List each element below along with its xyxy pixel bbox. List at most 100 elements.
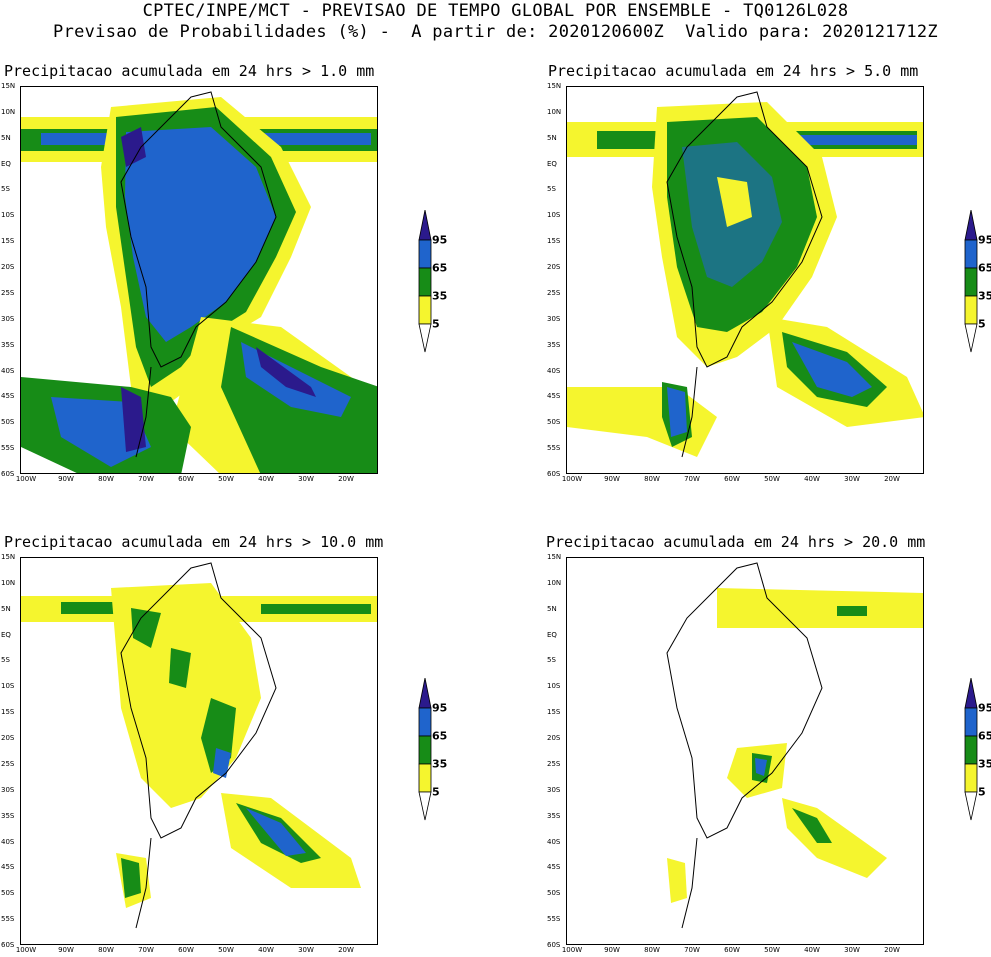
lon-tick-label: 60W bbox=[178, 946, 194, 954]
legend-level-label: 95 bbox=[432, 701, 448, 715]
lat-tick-label: 5N bbox=[1, 604, 11, 613]
lon-tick-label: 30W bbox=[844, 946, 860, 954]
lat-tick-label: 5S bbox=[1, 185, 10, 194]
lon-tick-label: 40W bbox=[804, 475, 820, 483]
lon-tick-label: 70W bbox=[138, 946, 154, 954]
legend-level-label: 95 bbox=[978, 701, 991, 715]
panel-4-title: Precipitacao acumulada em 24 hrs > 20.0 … bbox=[546, 533, 926, 551]
lon-tick-label: 80W bbox=[644, 475, 660, 483]
lon-tick-label: 40W bbox=[258, 475, 274, 483]
lon-tick-label: 50W bbox=[218, 475, 234, 483]
legend-level-label: 5 bbox=[978, 317, 986, 331]
lat-tick-label: 10S bbox=[1, 682, 15, 691]
lat-tick-label: 5S bbox=[1, 656, 10, 665]
lat-tick-label: 60S bbox=[1, 941, 15, 949]
lat-tick-label: 25S bbox=[547, 759, 561, 768]
legend-level-label: 5 bbox=[978, 785, 986, 799]
lat-tick-label: 15N bbox=[547, 82, 562, 90]
lon-tick-label: 80W bbox=[644, 946, 660, 954]
lat-tick-label: 45S bbox=[1, 863, 15, 872]
lon-tick-label: 90W bbox=[58, 475, 74, 483]
lon-tick-label: 60W bbox=[724, 475, 740, 483]
lat-tick-label: 25S bbox=[1, 288, 15, 297]
lon-tick-label: 30W bbox=[298, 946, 314, 954]
lon-tick-label: 90W bbox=[604, 946, 620, 954]
lon-tick-label: 60W bbox=[178, 475, 194, 483]
lat-tick-label: 50S bbox=[547, 889, 561, 898]
lat-tick-label: 50S bbox=[547, 418, 561, 427]
panel-1-title: Precipitacao acumulada em 24 hrs > 1.0 m… bbox=[4, 62, 375, 80]
legend-level-label: 35 bbox=[978, 289, 991, 303]
panel-4-map bbox=[566, 557, 924, 945]
legend-2: 95 65 35 5 bbox=[964, 210, 991, 360]
lat-tick-label: 15N bbox=[1, 553, 16, 561]
lon-tick-label: 100W bbox=[561, 946, 583, 954]
legend-3: 95 65 35 5 bbox=[418, 678, 478, 828]
lat-tick-label: 50S bbox=[1, 889, 15, 898]
lat-tick-label: 20S bbox=[1, 263, 15, 272]
lat-tick-label: 40S bbox=[547, 366, 561, 375]
lat-tick-label: EQ bbox=[547, 630, 557, 639]
lat-tick-label: 30S bbox=[1, 314, 15, 323]
lon-tick-label: 90W bbox=[604, 475, 620, 483]
lon-tick-label: 30W bbox=[298, 475, 314, 483]
lat-tick-label: 10S bbox=[547, 682, 561, 691]
lat-tick-label: 35S bbox=[547, 340, 561, 349]
lat-tick-label: 25S bbox=[1, 759, 15, 768]
lat-tick-label: 50S bbox=[1, 418, 15, 427]
lat-tick-label: 5N bbox=[547, 604, 557, 613]
legend-level-label: 5 bbox=[432, 317, 440, 331]
lat-tick-label: 55S bbox=[1, 915, 15, 924]
lat-tick-label: 35S bbox=[1, 811, 15, 820]
chart-title-line-1: CPTEC/INPE/MCT - PREVISAO DE TEMPO GLOBA… bbox=[142, 1, 849, 21]
legend-4: 95 65 35 5 bbox=[964, 678, 991, 828]
legend-level-label: 5 bbox=[432, 785, 440, 799]
lon-tick-label: 100W bbox=[561, 475, 583, 483]
legend-level-label: 65 bbox=[978, 729, 991, 743]
lon-tick-label: 20W bbox=[338, 475, 354, 483]
lon-tick-label: 70W bbox=[684, 475, 700, 483]
lat-tick-label: 5S bbox=[547, 656, 556, 665]
lat-tick-label: 55S bbox=[547, 444, 561, 453]
lat-tick-label: 60S bbox=[1, 470, 15, 478]
lat-tick-label: 5N bbox=[547, 133, 557, 142]
lat-tick-label: 60S bbox=[547, 941, 561, 949]
panel-1-map bbox=[20, 86, 378, 474]
lat-tick-label: 30S bbox=[1, 785, 15, 794]
lon-tick-label: 50W bbox=[764, 946, 780, 954]
legend-1: 95 65 35 5 bbox=[418, 210, 478, 360]
legend-level-label: 95 bbox=[978, 233, 991, 247]
lat-tick-label: 5S bbox=[547, 185, 556, 194]
lat-tick-label: EQ bbox=[1, 630, 11, 639]
lat-tick-label: 10N bbox=[547, 578, 562, 587]
lon-tick-label: 40W bbox=[258, 946, 274, 954]
legend-level-label: 65 bbox=[432, 729, 448, 743]
legend-level-label: 65 bbox=[978, 261, 991, 275]
lat-tick-label: 40S bbox=[1, 837, 15, 846]
lon-tick-label: 60W bbox=[724, 946, 740, 954]
lon-tick-label: 80W bbox=[98, 946, 114, 954]
lat-tick-label: 10N bbox=[1, 107, 16, 116]
lat-tick-label: 60S bbox=[547, 470, 561, 478]
lat-tick-label: 10S bbox=[547, 211, 561, 220]
lon-tick-label: 70W bbox=[684, 946, 700, 954]
lon-tick-label: 30W bbox=[844, 475, 860, 483]
legend-level-label: 35 bbox=[432, 757, 448, 771]
lon-tick-label: 20W bbox=[338, 946, 354, 954]
lat-tick-label: 45S bbox=[547, 392, 561, 401]
lat-tick-label: 15S bbox=[547, 237, 561, 246]
lat-tick-label: 30S bbox=[547, 314, 561, 323]
lat-tick-label: 20S bbox=[1, 734, 15, 743]
panel-2-title: Precipitacao acumulada em 24 hrs > 5.0 m… bbox=[548, 62, 919, 80]
lat-tick-label: 15S bbox=[547, 708, 561, 717]
panel-2-map bbox=[566, 86, 924, 474]
legend-level-label: 95 bbox=[432, 233, 448, 247]
lat-tick-label: 5N bbox=[1, 133, 11, 142]
lat-tick-label: 40S bbox=[547, 837, 561, 846]
lat-tick-label: 35S bbox=[1, 340, 15, 349]
lon-tick-label: 40W bbox=[804, 946, 820, 954]
lat-tick-label: 55S bbox=[1, 444, 15, 453]
lat-tick-label: 40S bbox=[1, 366, 15, 375]
lon-tick-label: 100W bbox=[15, 475, 37, 483]
lon-tick-label: 50W bbox=[218, 946, 234, 954]
